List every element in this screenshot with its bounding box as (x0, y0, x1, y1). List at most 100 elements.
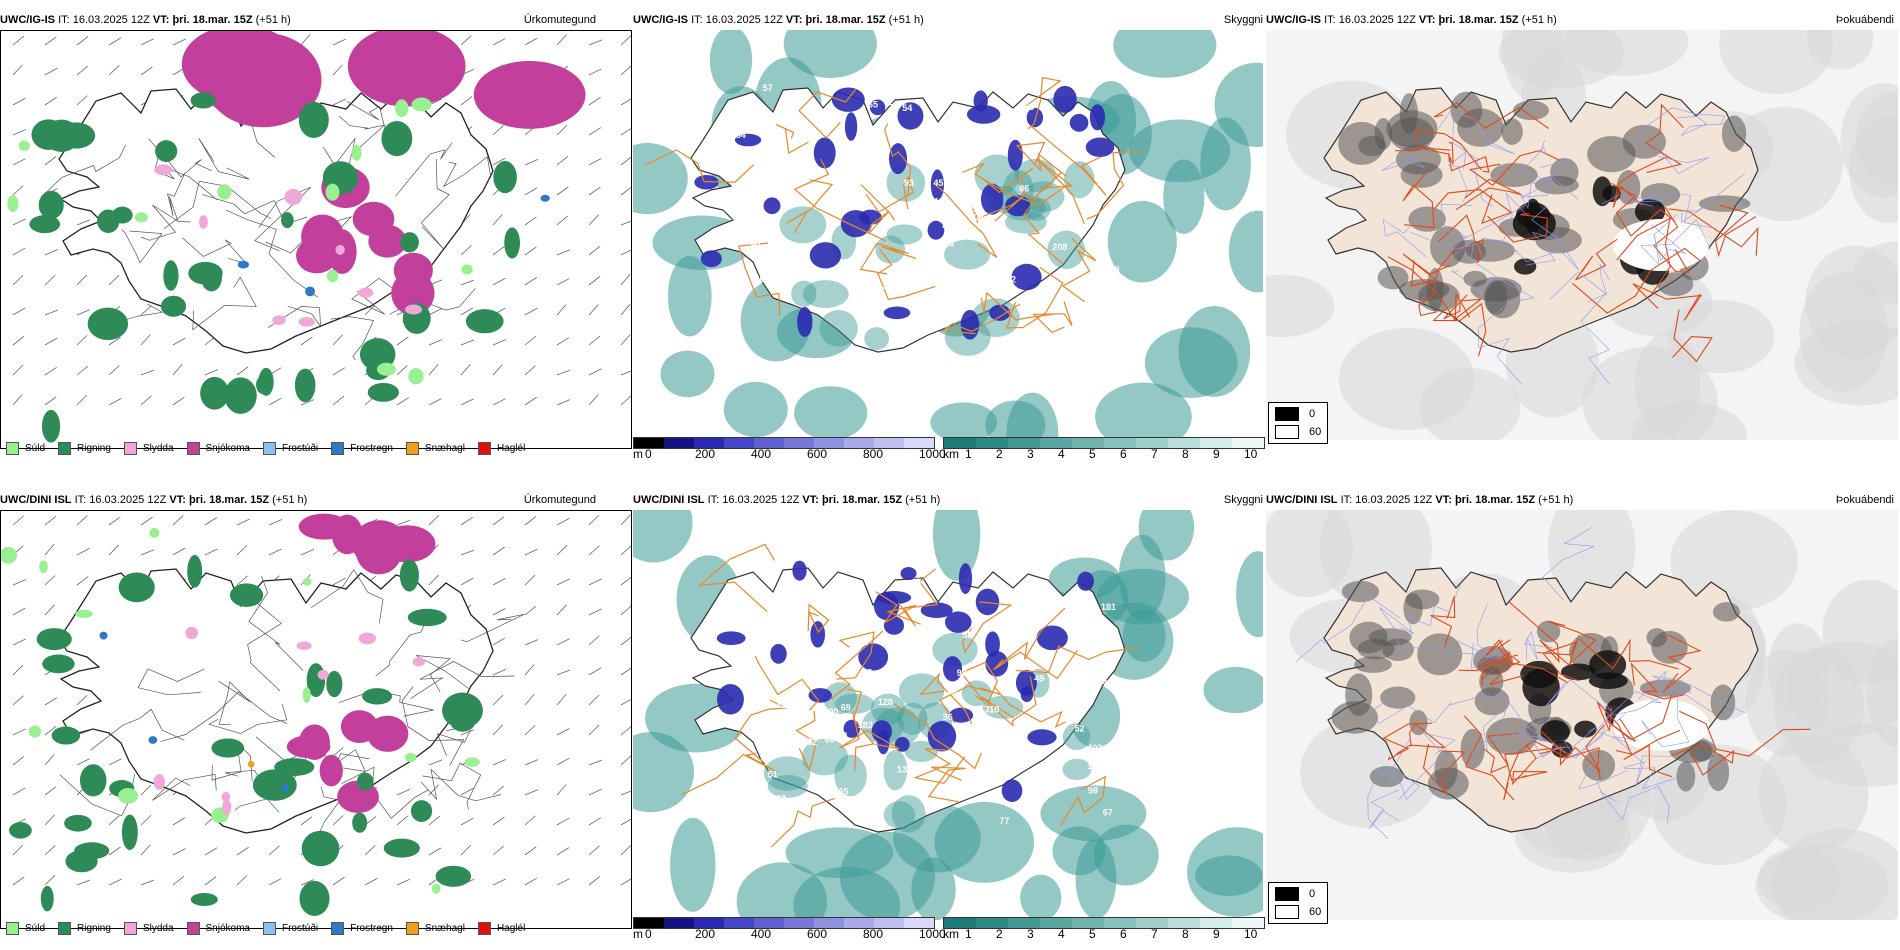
wind-barb (140, 395, 152, 406)
field-blob (1036, 625, 1068, 651)
wind-barb (428, 308, 442, 316)
precip-legend-item: Snæhagl (405, 922, 465, 935)
road-line (1677, 115, 1725, 136)
colorbar-tick: 9 (1213, 927, 1220, 941)
road-line (1518, 158, 1572, 209)
road-line (341, 766, 430, 819)
field-blob (298, 317, 315, 327)
road-line (1714, 204, 1757, 258)
field-blob (356, 772, 374, 791)
precip-type-map[interactable] (0, 30, 632, 449)
road-line (1398, 732, 1456, 800)
cloud-base-value: 404 (816, 728, 831, 738)
cloud-base-value: 103 (934, 196, 949, 206)
wind-barb (44, 575, 56, 586)
wind-barb (204, 876, 217, 886)
field-blob (1721, 115, 1747, 153)
field-blob (301, 830, 340, 867)
precip-type-legend: Súld Rigning Slydda Snjókoma Frostúði Frostre… (6, 922, 538, 935)
road-line (1512, 744, 1548, 786)
field-blob (1490, 162, 1538, 187)
panel-title: UWC/IG-IS IT: 16.03.2025 12Z VT: þri. 18… (1266, 14, 1557, 26)
field-blob (989, 304, 1011, 321)
road-line (1367, 736, 1412, 839)
field-blob (763, 756, 811, 791)
road-line (211, 741, 253, 782)
wind-barb (108, 815, 120, 826)
field-blob (1639, 679, 1692, 697)
road-line (1006, 266, 1064, 329)
colorbar-tick: 8 (1182, 927, 1189, 941)
cloud-base-value: 90 (750, 240, 760, 250)
road-line (994, 607, 1066, 669)
wind-barb (524, 159, 538, 166)
field-blob (351, 144, 362, 161)
road-line (121, 229, 163, 264)
cloud-base-value: 310 (984, 705, 999, 715)
wind-barb (492, 214, 503, 226)
colorbar-tick: 5 (1089, 927, 1096, 941)
colorbar-cell (754, 918, 784, 928)
vt-label: VT: (1435, 494, 1452, 506)
wind-barb (428, 815, 441, 826)
colorbar-cell (784, 438, 814, 448)
colorbar-cell (1232, 918, 1264, 928)
wind-barb (44, 366, 57, 376)
cloud-base-value: 77 (999, 816, 1009, 826)
wind-barb (396, 878, 410, 886)
legend-label: 0 (1309, 888, 1316, 900)
wind-barb (556, 249, 571, 256)
field-blob (949, 707, 974, 723)
field-blob (118, 787, 139, 804)
fog-index-map[interactable] (1266, 30, 1898, 440)
field-blob (770, 643, 787, 664)
field-blob (39, 560, 48, 574)
valid-time: þri. 18.mar. 15Z (172, 14, 253, 26)
init-time: 16.03.2025 12Z (1338, 14, 1416, 26)
precip-type-legend: Súld Rigning Slydda Snjókoma Frostúði Frostre… (6, 442, 538, 455)
fog-index-map[interactable] (1266, 510, 1898, 920)
wind-barb (44, 36, 57, 46)
field-blob (229, 583, 264, 607)
wind-barb (556, 399, 571, 406)
wind-barb (44, 275, 56, 286)
precip-legend-item: Frostúði (262, 442, 318, 455)
visibility-map[interactable]: 107 129 121 132 128 98 47 62 55 55 96 60 102 52 67 51 91… (633, 510, 1263, 920)
road-line (1418, 242, 1460, 317)
colorbar-tick: 3 (1027, 927, 1034, 941)
legend-swatch (477, 922, 491, 935)
wind-barb (76, 365, 89, 376)
field-blob (870, 693, 906, 725)
field-blob (633, 731, 695, 813)
road-line (1547, 620, 1597, 666)
wind-barb (332, 815, 344, 826)
cloud-base-value: 86 (1030, 801, 1040, 811)
field-blob (1767, 623, 1829, 715)
field-blob (65, 850, 98, 873)
field-blob (79, 764, 107, 797)
cloud-base-value: 309 (775, 255, 790, 265)
road-line (1036, 158, 1085, 225)
field-blob (709, 30, 753, 95)
cloud-base-value: 165 (834, 786, 849, 796)
field-blob (886, 224, 923, 245)
wind-barb (524, 605, 537, 616)
visibility-map[interactable]: 309 51 78 73 61 45 43 45 80 62 54 53 208 161 46 90 64 69 5… (633, 30, 1263, 440)
panel-title: UWC/DINI ISL IT: 16.03.2025 12Z VT: þri.… (633, 494, 940, 506)
cloud-base-value: 43 (945, 239, 955, 249)
road-line (1410, 203, 1473, 248)
wind-barb (76, 879, 91, 886)
wind-barb (588, 368, 602, 376)
wind-barb (12, 638, 26, 646)
field-blob (900, 566, 917, 581)
field-blob (1095, 382, 1192, 440)
colorbar-tick: 400 (751, 447, 772, 461)
field-blob (1338, 327, 1475, 431)
fog-index-title: Þokuábendi (1835, 14, 1894, 26)
wind-barb (76, 309, 91, 316)
legend-label: Slydda (142, 443, 174, 454)
precip-legend-item: Frostregn (331, 442, 393, 455)
field-blob (51, 726, 81, 745)
field-blob (198, 215, 208, 229)
precip-type-map[interactable] (0, 510, 632, 929)
